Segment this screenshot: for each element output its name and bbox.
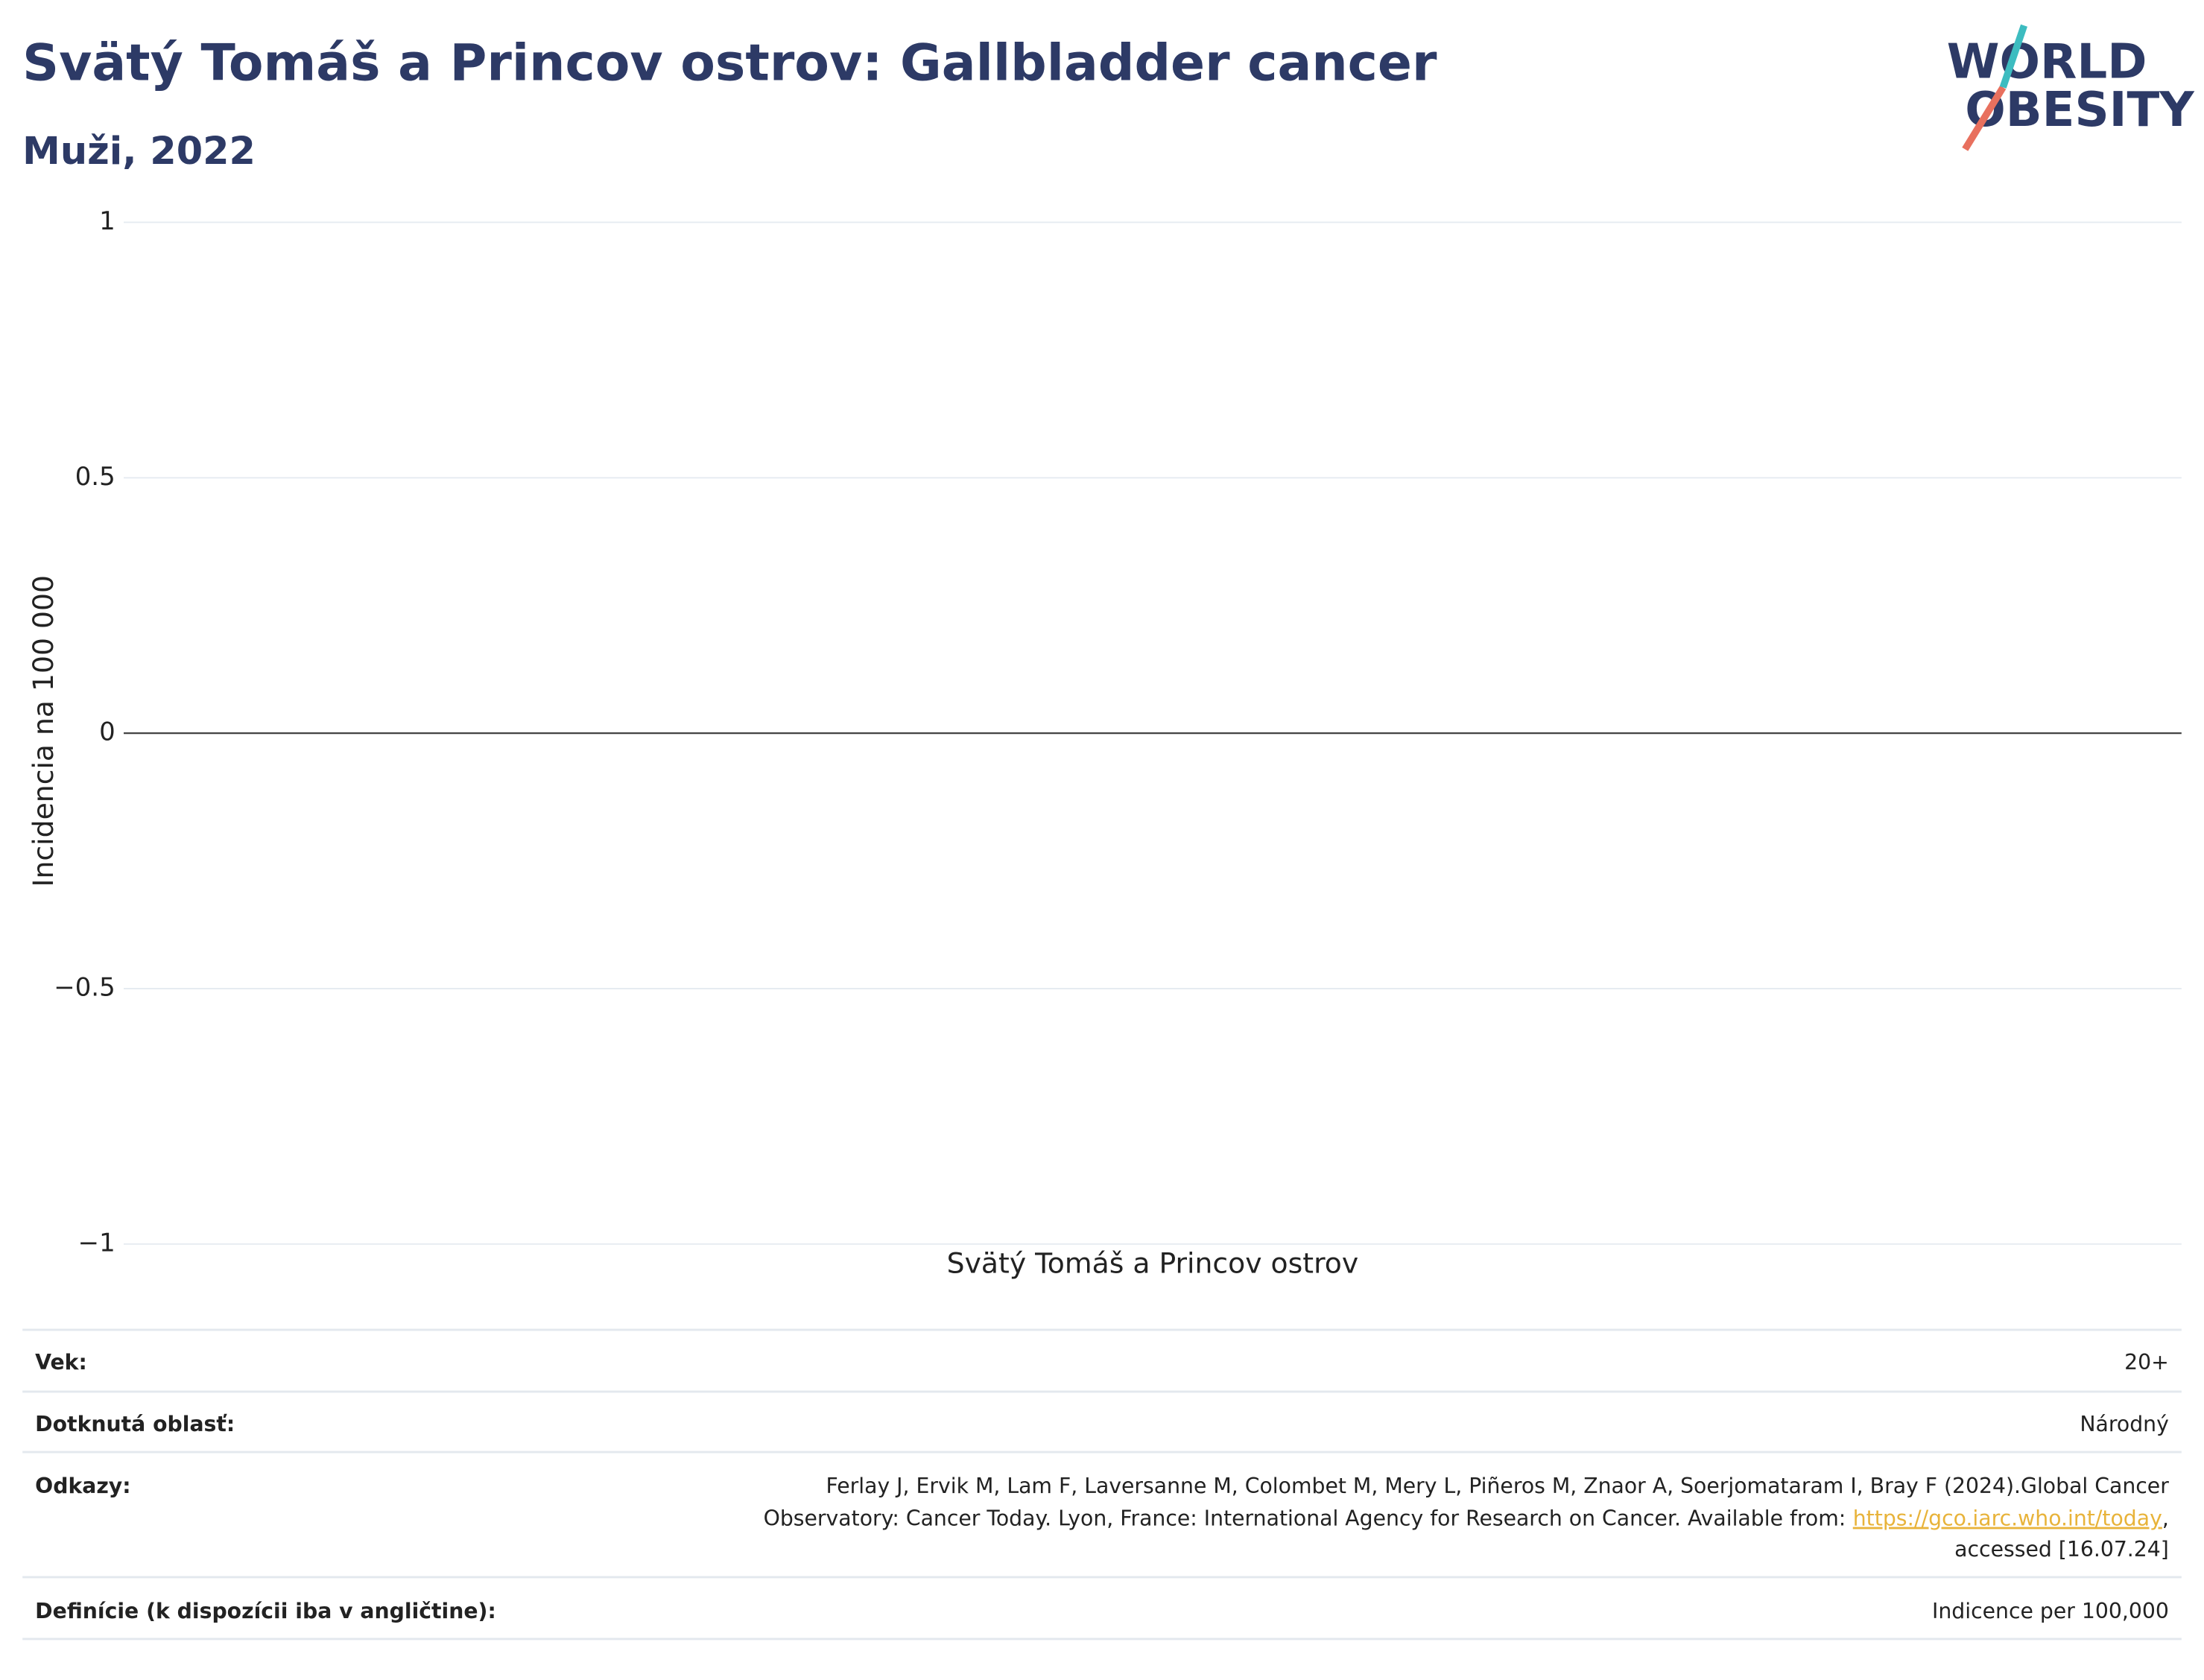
- logo-slash: [1962, 85, 2007, 151]
- reference-text: Ferlay J, Ervik M, Lam F, Laversanne M, …: [826, 1474, 2170, 1498]
- row-label: Odkazy:: [35, 1474, 130, 1498]
- row-label: Vek:: [35, 1350, 87, 1375]
- row-value: Národný: [2080, 1412, 2168, 1436]
- row-label: Definície (k dispozícii iba v angličtine…: [35, 1599, 496, 1623]
- y-tick-label: 1: [99, 206, 115, 236]
- x-tick-label: Svätý Tomáš a Princov ostrov: [947, 1247, 1358, 1280]
- plot: −1 −0.5 0 0.5 1 Svätý Tomáš a Princov ostrov: [54, 206, 2182, 1280]
- chart-subtitle: Muži, 2022: [22, 130, 256, 174]
- reference-link[interactable]: https://gco.iarc.who.int/today: [1853, 1506, 2162, 1531]
- y-tick-label: −1: [78, 1228, 115, 1258]
- row-label: Dotknutá oblasť:: [35, 1412, 235, 1436]
- row-value: Indicence per 100,000: [1932, 1599, 2169, 1623]
- y-tick-label: 0.5: [75, 462, 115, 492]
- reference-text: Observatory: Cancer Today. Lyon, France:…: [764, 1506, 1846, 1531]
- reference-text: accessed [16.07.24]: [1954, 1537, 2169, 1562]
- chart-title: Svätý Tomáš a Princov ostrov: Gallbladde…: [22, 34, 1437, 93]
- y-tick-label: 0: [99, 717, 115, 747]
- logo-text: WORLD: [1947, 34, 2147, 90]
- y-tick-label: −0.5: [54, 972, 115, 1002]
- y-axis-title: Incidencia na 100 000: [27, 575, 60, 887]
- row-value: 20+: [2124, 1350, 2169, 1375]
- logo-slash: [1999, 24, 2027, 89]
- reference-text: Observatory: Cancer Today. Lyon, France:…: [764, 1506, 2169, 1531]
- info-table: Vek: 20+ Dotknutá oblasť: Národný Odkazy: Fer…: [22, 1328, 2182, 1641]
- logo: WORLD OBESITY: [1947, 24, 2195, 151]
- reference-text: ,: [2162, 1506, 2169, 1531]
